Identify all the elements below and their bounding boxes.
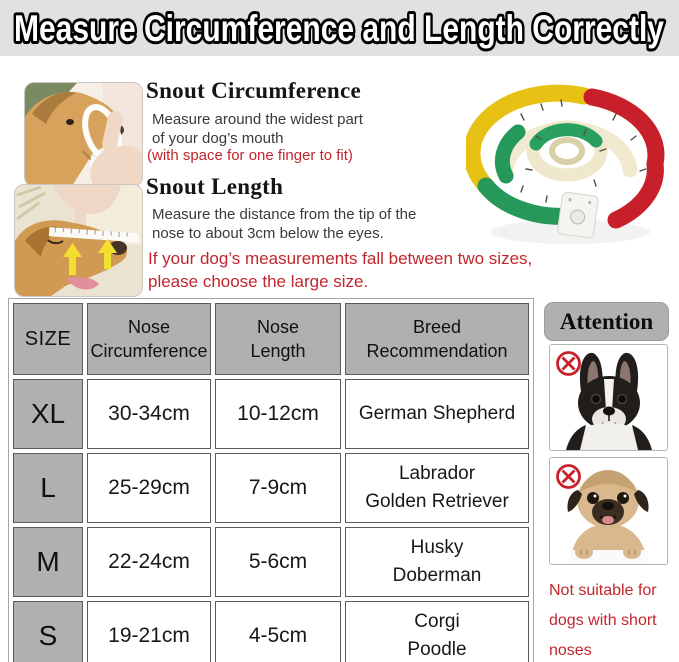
up-arrow-icon — [63, 243, 82, 275]
table-row-xl: XL 30-34cm 10-12cm German Shepherd — [13, 379, 529, 449]
table-header-row: SIZE Nose Circumference Nose Length Bree… — [13, 303, 529, 375]
breed-cell: Labrador Golden Retriever — [345, 453, 529, 523]
breed-cell: German Shepherd — [345, 379, 529, 449]
breed-cell: Husky Doberman — [345, 527, 529, 597]
tape-measure-illustration — [463, 84, 665, 244]
header-breed: Breed Recommendation — [345, 303, 529, 375]
page-title: Measure Circumference and Length Correct… — [14, 8, 664, 49]
attention-heading: Attention — [544, 302, 669, 341]
not-allowed-icon — [556, 464, 581, 489]
snout-circumference-note: (with space for one finger to fit) — [147, 147, 353, 164]
snout-circumference-illustration — [25, 83, 142, 186]
table-row-l: L 25-29cm 7-9cm Labrador Golden Retrieve… — [13, 453, 529, 523]
header-nose-length: Nose Length — [215, 303, 341, 375]
circumference-cell: 19-21cm — [87, 601, 211, 662]
length-cell: 4-5cm — [215, 601, 341, 662]
length-cell: 7-9cm — [215, 453, 341, 523]
tape-measure-image — [463, 74, 678, 252]
size-cell: M — [13, 527, 83, 597]
header-nose-circumference: Nose Circumference — [87, 303, 211, 375]
size-cell: L — [13, 453, 83, 523]
snout-length-photo — [14, 184, 143, 297]
table-row-s: S 19-21cm 4-5cm Corgi Poodle — [13, 601, 529, 662]
pug-image — [550, 458, 667, 564]
header-size: SIZE — [13, 303, 83, 375]
snout-circumference-body: Measure around the widest part of your d… — [152, 111, 363, 147]
size-cell: S — [13, 601, 83, 662]
length-cell: 10-12cm — [215, 379, 341, 449]
size-table: SIZE Nose Circumference Nose Length Bree… — [8, 298, 534, 662]
snout-length-illustration — [15, 185, 142, 296]
up-arrow-icon-2 — [98, 239, 117, 269]
table-row-m: M 22-24cm 5-6cm Husky Doberman — [13, 527, 529, 597]
snout-circumference-photo — [24, 82, 143, 187]
size-warning-text: If your dog’s measurements fall between … — [148, 249, 533, 291]
snout-length-heading: Snout Length — [146, 174, 284, 199]
circumference-cell: 25-29cm — [87, 453, 211, 523]
snout-circumference-heading: Snout Circumference — [146, 78, 362, 103]
not-allowed-icon — [556, 351, 581, 376]
french-bulldog-card — [549, 344, 668, 451]
breed-cell: Corgi Poodle — [345, 601, 529, 662]
title-bar: Measure Circumference and Length Correct… — [0, 0, 679, 56]
pug-card — [549, 457, 668, 565]
circumference-cell: 30-34cm — [87, 379, 211, 449]
title-art: Measure Circumference and Length Correct… — [11, 5, 667, 52]
length-cell: 5-6cm — [215, 527, 341, 597]
size-cell: XL — [13, 379, 83, 449]
circumference-cell: 22-24cm — [87, 527, 211, 597]
not-suitable-text: Not suitable for dogs with short noses — [549, 582, 657, 659]
snout-length-body: Measure the distance from the tip of the… — [152, 206, 417, 242]
